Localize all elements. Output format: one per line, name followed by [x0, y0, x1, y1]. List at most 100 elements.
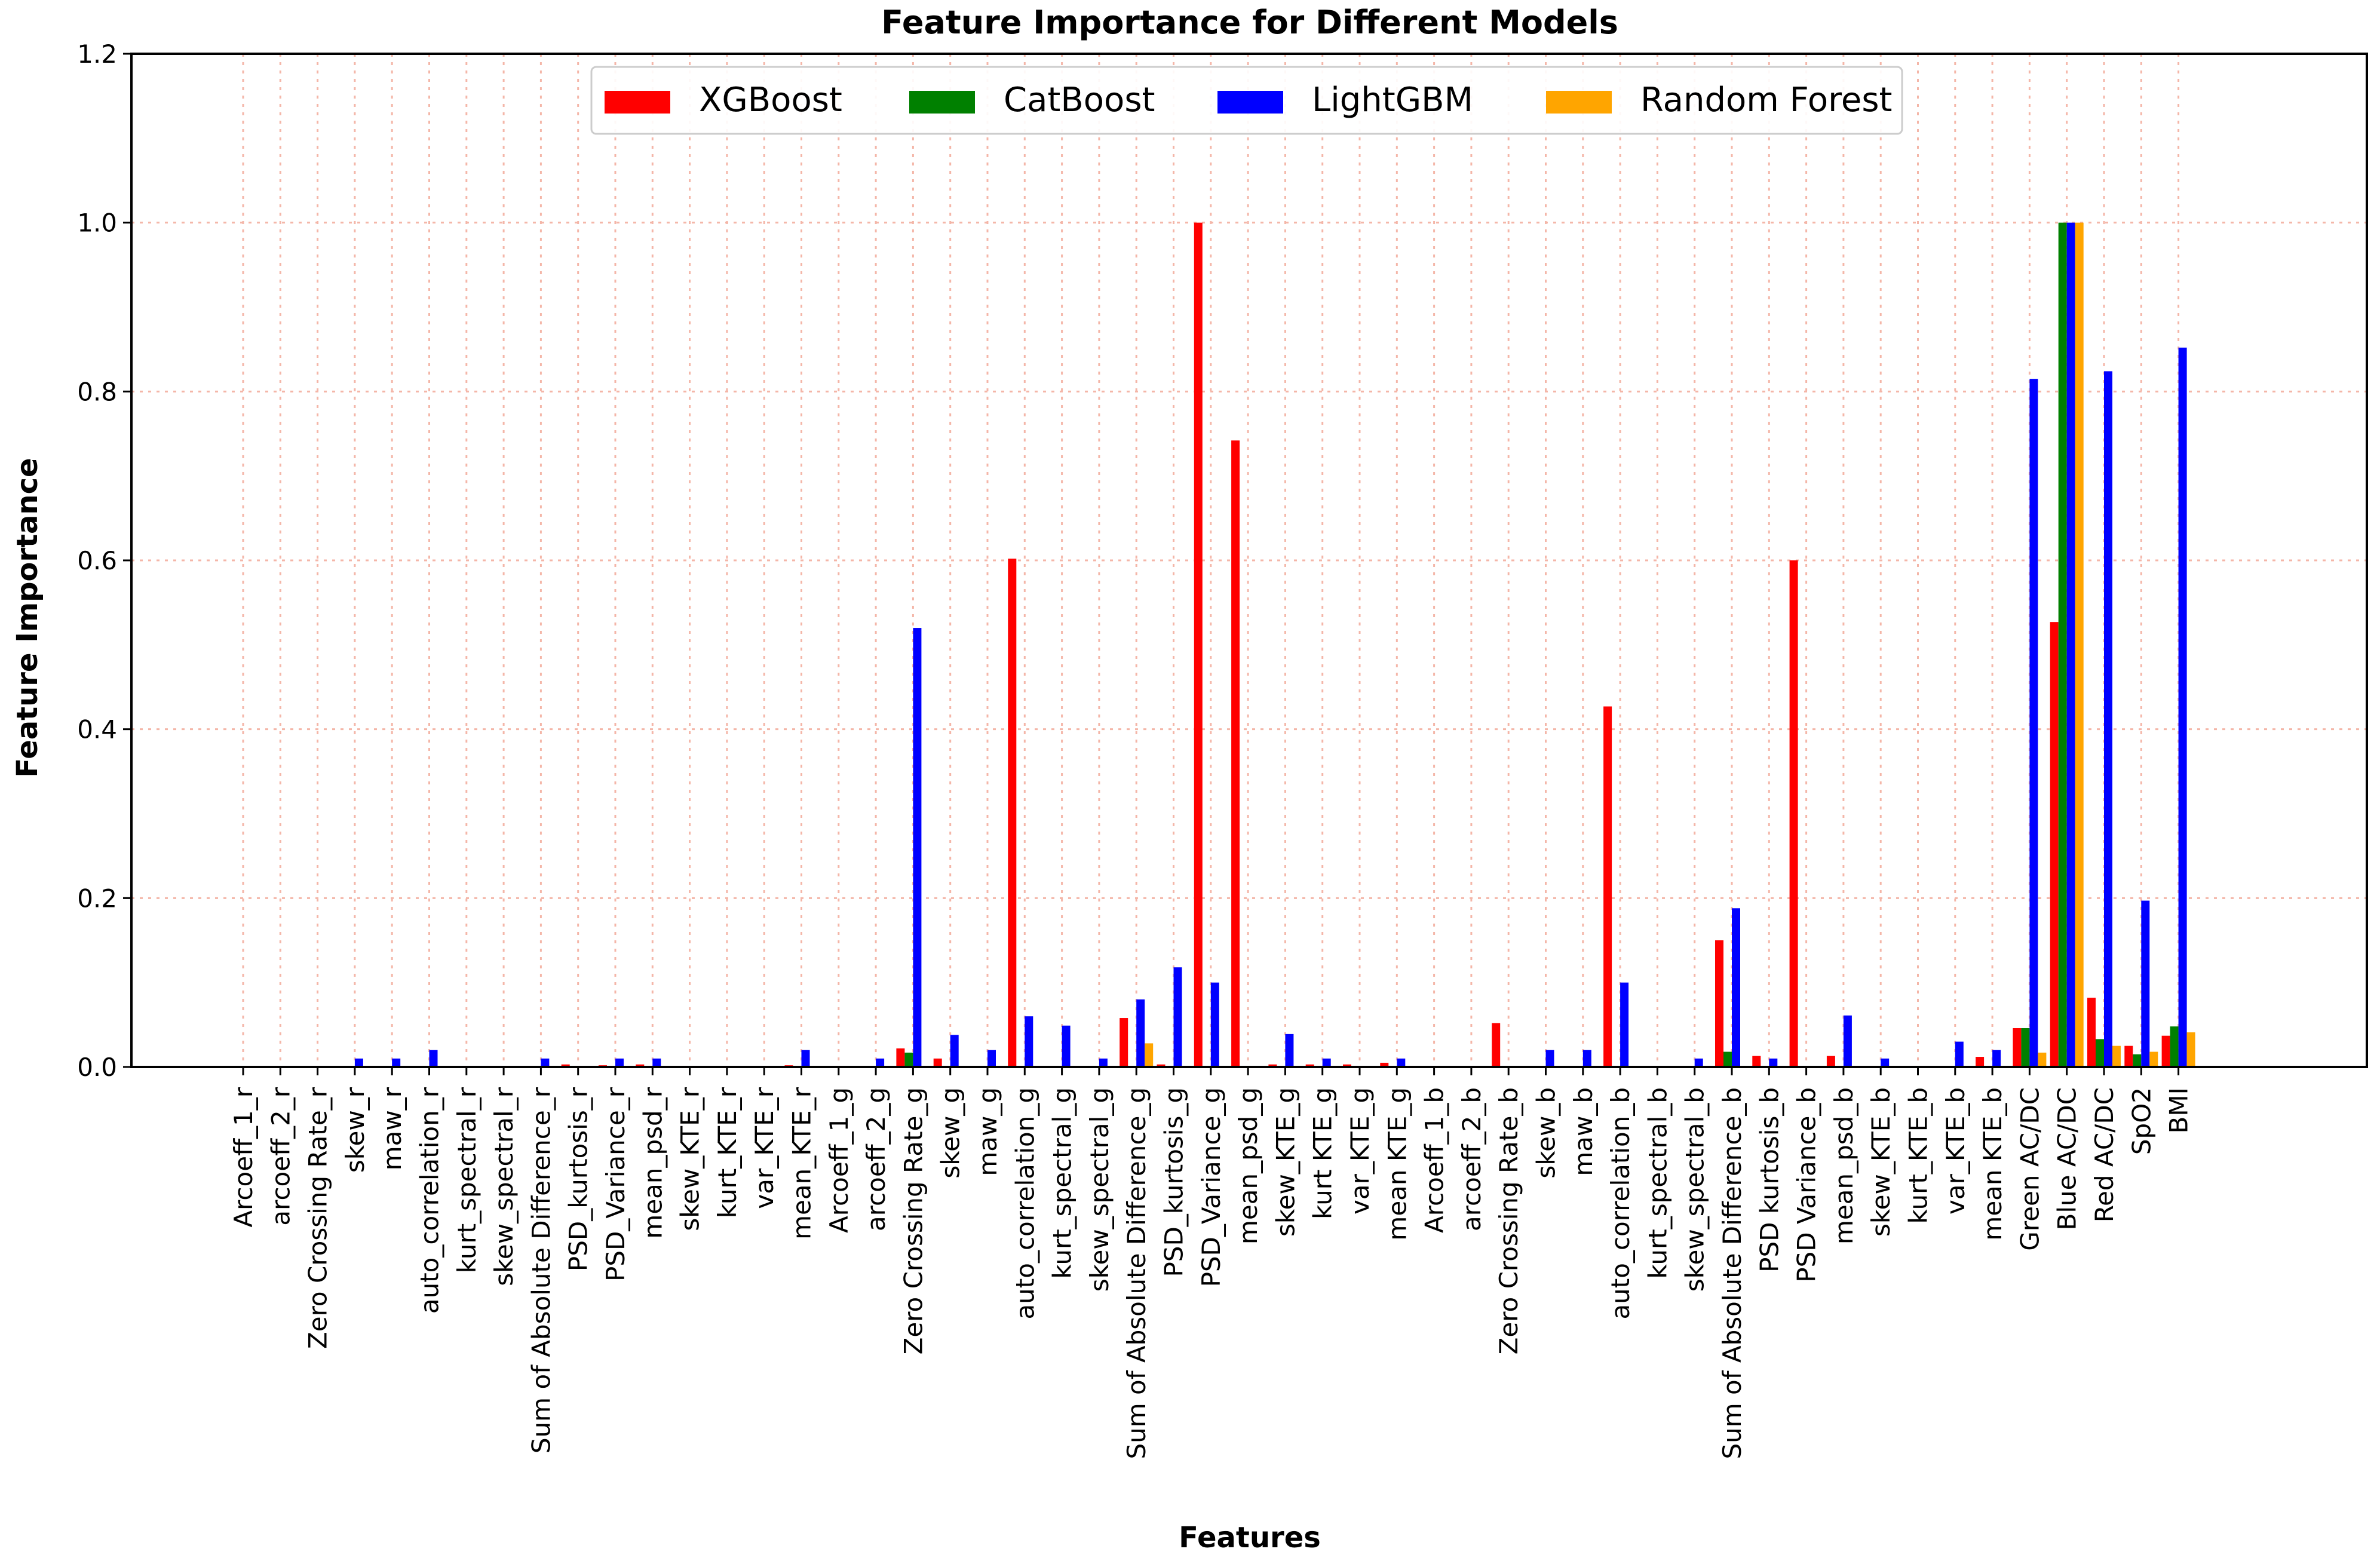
x-tick-label: PSD kurtosis_b	[1755, 1087, 1784, 1272]
bar-lightgbm	[913, 628, 922, 1067]
bar-xgboost	[1194, 222, 1203, 1068]
x-tick-label: maw_g	[973, 1087, 1002, 1176]
bar-lightgbm	[652, 1058, 661, 1067]
bar-lightgbm	[801, 1050, 810, 1067]
bar-lightgbm	[541, 1058, 550, 1067]
chart-title: Feature Importance for Different Models	[881, 4, 1618, 41]
bar-xgboost	[1343, 1064, 1351, 1067]
legend-label-lightgbm: LightGBM	[1312, 81, 1473, 119]
bar-catboost	[904, 1052, 913, 1067]
bar-lightgbm	[429, 1050, 438, 1067]
bar-xgboost	[2124, 1045, 2133, 1067]
y-tick-label: 1.2	[77, 39, 117, 69]
bar-xgboost	[2013, 1028, 2022, 1067]
bar-lightgbm	[1694, 1058, 1703, 1067]
bar-xgboost	[933, 1058, 942, 1067]
bar-xgboost	[1268, 1064, 1277, 1067]
bar-lightgbm	[1136, 999, 1145, 1067]
legend-swatch-catboost	[909, 91, 975, 114]
bar-lightgbm	[1397, 1058, 1406, 1067]
x-tick-label: kurt_spectral_b	[1643, 1087, 1672, 1279]
x-tick-label: Sum of Absolute Difference_b	[1717, 1087, 1747, 1459]
bar-catboost	[2133, 1054, 2142, 1067]
x-tick-label: kurt_KTE_r	[713, 1087, 742, 1218]
bar-lightgbm	[1210, 982, 1219, 1067]
bar-xgboost	[1157, 1064, 1166, 1067]
bar-xgboost	[1380, 1062, 1389, 1067]
x-tick-label: skew_spectral_b	[1680, 1087, 1710, 1292]
x-tick-label: maw_b	[1569, 1087, 1598, 1176]
bar-lightgbm	[2141, 900, 2150, 1067]
x-tick-label: kurt KTE_g	[1308, 1087, 1338, 1219]
x-tick-label: kurt_spectral_r	[452, 1087, 481, 1273]
x-tick-label: skew_r	[341, 1087, 370, 1173]
x-tick-label: BMI	[2164, 1087, 2194, 1133]
bar-lightgbm	[1620, 982, 1629, 1067]
bars	[354, 222, 2195, 1068]
bar-catboost	[2021, 1028, 2030, 1067]
bar-lightgbm	[1582, 1050, 1591, 1067]
plot-frame	[130, 53, 2368, 1068]
bar-lightgbm	[1322, 1058, 1331, 1067]
x-tick-label: Arcoeff_1_g	[824, 1087, 854, 1233]
x-tick-label: var_KTE_g	[1345, 1087, 1375, 1215]
y-tick-label: 0.6	[77, 546, 117, 575]
bar-lightgbm	[1545, 1050, 1554, 1067]
bar-lightgbm	[1843, 1015, 1852, 1067]
bar-lightgbm	[2029, 379, 2038, 1068]
x-tick-label: skew_spectral_g	[1085, 1087, 1114, 1292]
x-tick-label: Blue AC/DC	[2053, 1087, 2082, 1230]
x-tick-label: skew_g	[936, 1087, 965, 1179]
x-tick-label: Arcoeff_1_r	[229, 1087, 258, 1227]
x-tick-label: Zero Crossing Rate_r	[303, 1087, 333, 1349]
bar-lightgbm	[876, 1058, 885, 1067]
x-tick-label: PSD_kurtosis_g	[1160, 1087, 1189, 1277]
bar-xgboost	[2161, 1035, 2170, 1067]
axes: 0.0 0.2 0.4 0.6 0.8 1.0 1.2 Arcoeff_1_r arcoeff_…	[77, 39, 2368, 1459]
x-tick-label: SpO2	[2127, 1087, 2156, 1155]
bar-xgboost	[636, 1064, 645, 1067]
bar-lightgbm	[1955, 1041, 1964, 1067]
bar-random-forest	[2186, 1032, 2195, 1067]
bar-catboost	[2170, 1026, 2179, 1067]
bar-xgboost	[2050, 622, 2059, 1067]
y-tick-label: 0.8	[77, 377, 117, 406]
bar-lightgbm	[1769, 1058, 1778, 1067]
bar-lightgbm	[1992, 1050, 2001, 1067]
x-tick-label: PSD_kurtosis_r	[564, 1087, 593, 1271]
legend-label-catboost: CatBoost	[1004, 81, 1155, 119]
bar-lightgbm	[1732, 908, 1740, 1067]
x-tick-label: PSD_Variance_r	[601, 1087, 630, 1281]
x-tick-label: auto_correlation_g	[1010, 1087, 1039, 1320]
bar-xgboost	[1008, 559, 1017, 1067]
bar-lightgbm	[1025, 1016, 1033, 1067]
x-tick-label: skew_KTE_b	[1866, 1087, 1896, 1237]
bar-random-forest	[2112, 1045, 2121, 1067]
bar-lightgbm	[1881, 1058, 1890, 1067]
bar-xgboost	[896, 1048, 905, 1067]
bar-lightgbm	[1062, 1025, 1071, 1067]
bar-catboost	[1723, 1051, 1732, 1067]
x-tick-label: Sum of Absolute Difference_r	[526, 1087, 556, 1453]
x-tick-label: Arcoeff_1_b	[1420, 1087, 1449, 1233]
y-tick-label: 1.0	[77, 208, 117, 238]
bar-xgboost	[1492, 1023, 1501, 1067]
bar-catboost	[2096, 1039, 2104, 1067]
x-tick-label: auto_correlation_r	[415, 1087, 444, 1314]
x-tick-label: mean_psd_b	[1829, 1087, 1858, 1244]
x-tick-label: arcoeff_2_r	[266, 1087, 295, 1225]
bar-xgboost	[2087, 998, 2096, 1067]
x-tick-label: mean_psd_r	[638, 1087, 667, 1238]
x-tick-label: skew_KTE_g	[1271, 1087, 1300, 1237]
x-tick-label: auto_correlation_b	[1606, 1087, 1635, 1320]
bar-lightgbm	[2104, 371, 2112, 1067]
x-axis-label: Features	[1179, 1521, 1321, 1554]
bar-xgboost	[1715, 940, 1723, 1067]
bar-lightgbm	[615, 1058, 624, 1067]
y-tick-label: 0.2	[77, 884, 117, 913]
legend: XGBoost CatBoost LightGBM Random Forest	[590, 66, 1903, 135]
bar-lightgbm	[392, 1058, 401, 1067]
x-tick-label: PSD_Variance_g	[1197, 1087, 1226, 1287]
bar-lightgbm	[1099, 1058, 1108, 1067]
